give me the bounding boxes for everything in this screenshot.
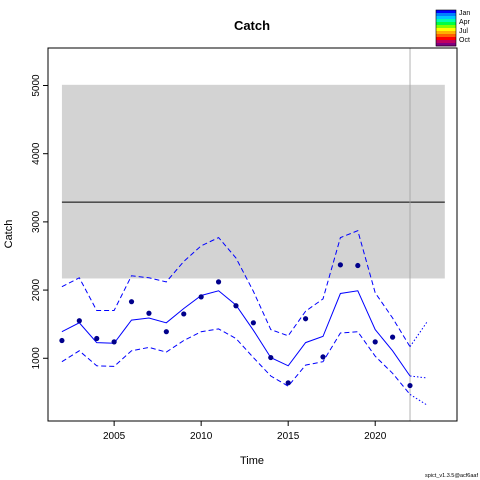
legend-swatch — [436, 28, 456, 32]
x-tick-label: 2010 — [190, 431, 213, 442]
observed-point — [94, 335, 100, 342]
observed-point — [372, 339, 378, 345]
y-tick-label: 1000 — [31, 347, 42, 370]
x-tick-label: 2005 — [103, 431, 126, 442]
x-tick-label: 2020 — [364, 431, 387, 442]
legend-frame — [435, 9, 457, 47]
legend-swatch — [436, 10, 456, 14]
observed-point — [181, 311, 187, 317]
chart-title: Catch — [234, 18, 270, 33]
points-layer — [59, 262, 413, 389]
observed-point — [215, 279, 222, 285]
legend-swatch — [436, 37, 456, 41]
observed-point — [128, 299, 135, 305]
y-axis: 1000 2000 3000 4000 5000 — [31, 74, 48, 369]
y-tick-label: 3000 — [31, 210, 42, 233]
forecast-lower-line — [409, 393, 428, 406]
y-tick-label: 2000 — [31, 279, 42, 302]
forecast-upper-line — [409, 321, 428, 347]
forecast-line — [409, 375, 428, 379]
observed-point — [76, 318, 82, 324]
x-tick-label: 2015 — [277, 431, 300, 442]
y-axis-label: Catch — [3, 220, 15, 249]
y-tick-label: 5000 — [31, 74, 42, 97]
reference-band-layer — [61, 84, 445, 279]
lower-ci-line — [61, 328, 411, 395]
legend-swatch — [436, 40, 456, 44]
footnote: spict_v1.3.5@acf6aaf — [425, 473, 478, 479]
observed-point — [285, 380, 291, 386]
legend-swatch — [436, 16, 456, 20]
reference-band — [61, 84, 445, 279]
observed-point — [111, 339, 117, 345]
legend-swatch — [436, 13, 456, 17]
legend-swatch — [436, 31, 456, 35]
observed-point — [250, 320, 256, 326]
plot-frame — [47, 47, 458, 422]
legend-label: Apr — [459, 19, 471, 26]
legend-label: Jul — [459, 28, 468, 35]
legend-swatch — [436, 22, 456, 26]
observed-point — [320, 354, 326, 360]
x-axis: 2005 2010 2015 2020 — [103, 421, 387, 442]
observed-point — [355, 262, 361, 269]
legend-swatch — [436, 34, 456, 38]
observed-point — [146, 310, 152, 316]
observed-point — [302, 316, 309, 322]
x-axis-label: Time — [240, 455, 264, 467]
observed-point — [233, 303, 239, 309]
observed-point — [337, 262, 343, 268]
legend-swatch — [436, 43, 456, 47]
y-tick-label: 4000 — [31, 142, 42, 165]
month-legend: Jan Apr Jul Oct — [435, 9, 471, 47]
legend-swatch — [436, 19, 456, 23]
legend-label: Oct — [459, 37, 470, 44]
observed-point — [198, 294, 204, 300]
observed-point — [59, 337, 65, 344]
observed-point — [268, 354, 274, 361]
upper-ci-line — [61, 230, 411, 347]
observed-point — [163, 329, 169, 335]
observed-point — [407, 382, 413, 389]
observed-point — [390, 334, 396, 340]
legend-swatch — [436, 25, 456, 29]
legend-label: Jan — [459, 10, 470, 17]
